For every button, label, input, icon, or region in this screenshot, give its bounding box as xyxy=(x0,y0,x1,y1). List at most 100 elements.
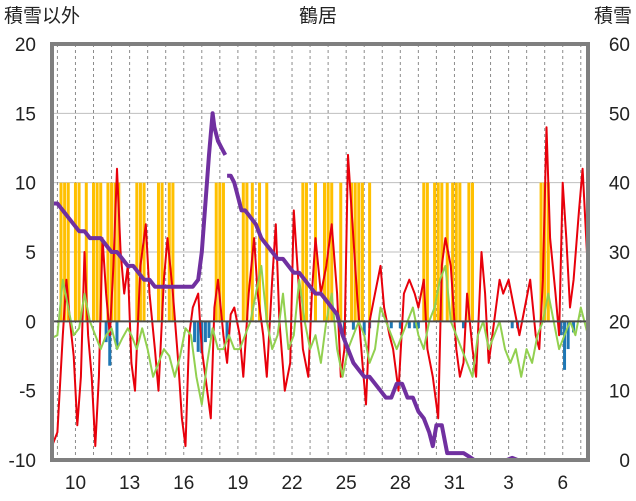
negative-bar xyxy=(207,321,211,338)
right-tick-label: 10 xyxy=(609,382,630,403)
precip-bar xyxy=(543,182,547,322)
precip-bar xyxy=(66,182,70,322)
precip-bar xyxy=(360,182,364,322)
plot-frame xyxy=(50,42,590,462)
precip-bar xyxy=(106,182,110,322)
negative-bar xyxy=(108,321,112,366)
left-axis-label: 積雪以外 xyxy=(4,5,80,27)
precip-bar xyxy=(458,182,462,322)
precip-bar xyxy=(433,182,437,322)
precip-bar xyxy=(218,182,222,322)
precip-bar xyxy=(265,182,269,322)
negative-bar xyxy=(196,321,200,352)
line-series xyxy=(51,111,589,462)
negative-bar xyxy=(389,321,393,329)
precip-bar xyxy=(77,182,81,322)
right-tick-label: 20 xyxy=(609,312,630,333)
precip-bar xyxy=(99,182,103,322)
left-tick-label: -10 xyxy=(9,451,36,472)
negative-bar xyxy=(362,321,366,336)
negative-bar xyxy=(193,321,197,343)
right-tick-label: 40 xyxy=(609,174,630,195)
horizontal-gridlines xyxy=(52,43,588,461)
right-tick-label: 30 xyxy=(609,243,630,264)
precip-bar xyxy=(63,182,67,322)
precip-bar xyxy=(357,182,361,322)
precip-bar xyxy=(214,182,218,322)
precip-bar xyxy=(171,182,175,322)
snow-depth-line xyxy=(52,111,228,289)
left-tick-label: 20 xyxy=(15,35,36,56)
negative-bar xyxy=(407,321,411,329)
precip-bar xyxy=(454,182,458,322)
precip-bar xyxy=(368,182,372,322)
right-tick-label: 50 xyxy=(609,104,630,125)
left-tick-label: 15 xyxy=(15,104,36,125)
x-tick-label: 13 xyxy=(119,473,140,494)
precip-bar xyxy=(135,182,139,322)
x-tick-label: 6 xyxy=(557,473,568,494)
right-axis-label: 積雪 xyxy=(594,5,632,27)
right-axis-ticks: 0 10 20 30 40 50 60 xyxy=(609,35,630,472)
precip-bar xyxy=(258,182,262,322)
precip-bar xyxy=(470,182,474,322)
precip-bar xyxy=(546,182,550,322)
right-tick-label: 60 xyxy=(609,35,630,56)
negative-bar xyxy=(510,321,514,329)
negative-bar xyxy=(225,321,229,343)
precip-bar xyxy=(142,182,146,322)
negative-bar xyxy=(563,321,567,370)
negative-bar xyxy=(413,321,417,329)
x-tick-label: 19 xyxy=(227,473,248,494)
x-tick-label: 28 xyxy=(390,473,411,494)
precip-bar xyxy=(160,182,164,322)
right-tick-label: 0 xyxy=(619,451,630,472)
negative-bar xyxy=(416,321,420,329)
precip-bar xyxy=(440,182,444,322)
precip-bar xyxy=(245,182,249,322)
negative-bar xyxy=(461,321,465,329)
chart-title: 鶴居 xyxy=(299,5,337,27)
precip-bar xyxy=(451,182,455,322)
temperature-line xyxy=(51,126,589,448)
left-tick-label: -5 xyxy=(19,382,36,403)
precip-bar xyxy=(330,182,334,322)
precip-bar xyxy=(241,182,245,322)
x-tick-label: 31 xyxy=(444,473,465,494)
precip-bar xyxy=(73,182,77,322)
precip-bar xyxy=(350,182,354,322)
negative-bar xyxy=(203,321,207,343)
negative-bar xyxy=(115,321,119,350)
precip-bar xyxy=(95,182,99,322)
left-tick-label: 10 xyxy=(15,174,36,195)
secondary-line xyxy=(51,264,589,406)
negative-bar xyxy=(572,321,576,333)
negative-bar xyxy=(559,321,563,336)
precip-bar xyxy=(92,182,96,322)
x-tick-label: 16 xyxy=(173,473,194,494)
negative-bar xyxy=(351,321,355,330)
left-axis-ticks: -10 -5 0 5 10 15 20 xyxy=(9,35,36,472)
precip-bar xyxy=(539,182,543,322)
precip-bar xyxy=(323,182,327,322)
precip-bar xyxy=(436,182,440,322)
negative-bar xyxy=(398,321,402,329)
left-tick-label: 5 xyxy=(25,243,36,264)
left-tick-label: 0 xyxy=(25,312,36,333)
precip-bar xyxy=(425,182,429,322)
precip-bar xyxy=(339,182,343,322)
x-tick-label: 25 xyxy=(336,473,357,494)
negative-bar xyxy=(566,321,570,350)
x-tick-label: 10 xyxy=(65,473,86,494)
x-tick-label: 3 xyxy=(503,473,514,494)
precip-bar xyxy=(59,182,63,322)
negative-bar xyxy=(104,321,108,343)
precip-bar xyxy=(221,182,225,322)
x-tick-label: 22 xyxy=(281,473,302,494)
precip-bar xyxy=(138,182,142,322)
precip-bar xyxy=(84,182,88,322)
x-axis-ticks: 10 13 16 19 22 25 28 31 3 6 xyxy=(65,473,568,494)
precip-bar xyxy=(422,182,426,322)
precip-bar xyxy=(304,182,308,322)
